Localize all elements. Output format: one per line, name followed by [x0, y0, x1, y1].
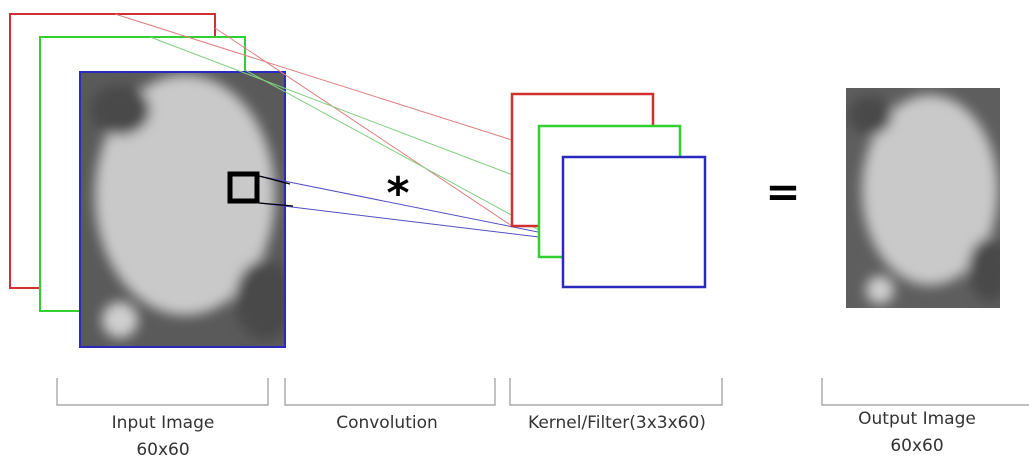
kernel-blue [563, 157, 705, 287]
output-image [846, 88, 1012, 308]
bracket [57, 378, 268, 405]
label-title: Kernel/Filter(3x3x60) [528, 413, 706, 433]
bracket [822, 378, 1029, 405]
bracket [510, 378, 722, 405]
label-size: 60x60 [890, 436, 943, 456]
diagram: * = Input Image 60x60 Convolution Kernel… [0, 0, 1029, 459]
label-title: Input Image [112, 413, 215, 433]
label-size: 60x60 [136, 440, 189, 459]
bracket [285, 378, 495, 405]
label-title: Output Image [858, 409, 976, 429]
label-title: Convolution [336, 413, 438, 433]
equals: = [765, 167, 800, 216]
operator: * [386, 168, 409, 219]
input-image [80, 72, 295, 347]
